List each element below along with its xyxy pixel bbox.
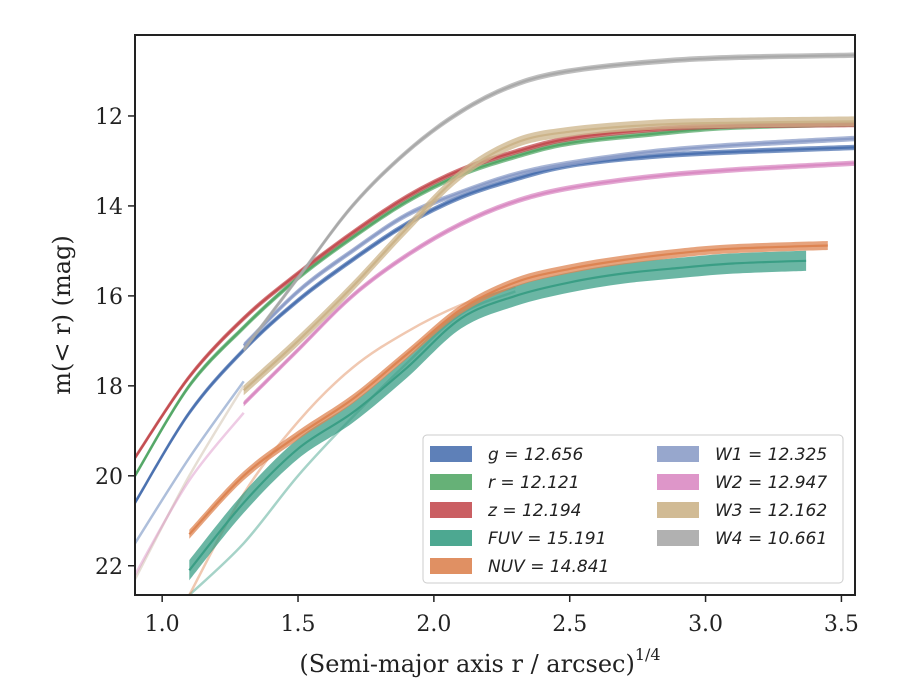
legend-swatch bbox=[657, 446, 699, 462]
legend-item-z: z = 12.194 bbox=[430, 501, 581, 521]
legend-frame bbox=[422, 434, 844, 584]
series-tail-r bbox=[135, 385, 245, 580]
legend-label: W2 = 12.947 bbox=[715, 473, 827, 493]
plot-area bbox=[134, 34, 856, 596]
legend-swatch bbox=[430, 446, 472, 462]
series-w3 bbox=[242, 116, 855, 396]
series-line-fuv bbox=[188, 259, 807, 571]
legend-swatch bbox=[657, 502, 699, 518]
legend-swatch bbox=[430, 558, 472, 574]
series-line-nuv bbox=[188, 244, 828, 536]
legend-swatch bbox=[430, 530, 472, 546]
legend-label: NUV = 14.841 bbox=[488, 557, 609, 577]
y-tick-label: 16 bbox=[95, 285, 123, 310]
y-tick-label: 14 bbox=[95, 195, 123, 220]
x-tick-label: 2.0 bbox=[416, 612, 451, 637]
legend-label: W4 = 10.661 bbox=[715, 529, 827, 549]
y-axis: 12 14 16 18 20 22 bbox=[95, 105, 135, 580]
x-axis-label: (Semi-major axis r / arcsec)1/4 bbox=[299, 645, 660, 678]
legend-label: W1 = 12.325 bbox=[715, 445, 827, 465]
legend-swatch bbox=[657, 474, 699, 490]
series-w1 bbox=[242, 135, 855, 349]
legend-swatch bbox=[430, 474, 472, 490]
x-tick-label: 1.0 bbox=[145, 612, 180, 637]
series-tail-g bbox=[135, 380, 245, 544]
legend-item-g: g = 12.656 bbox=[430, 445, 584, 465]
series-r bbox=[135, 121, 855, 479]
legend-label: z = 12.194 bbox=[487, 501, 581, 521]
series-line-w1 bbox=[242, 137, 855, 347]
x-axis: 1.0 1.5 2.0 2.5 3.0 3.5 bbox=[145, 595, 859, 637]
plot-frame bbox=[134, 34, 856, 596]
series-line-w3 bbox=[242, 120, 855, 392]
y-axis-label: m(< r) (mag) bbox=[48, 235, 76, 394]
legend-item-fuv: FUV = 15.191 bbox=[430, 529, 606, 549]
series-fuv bbox=[188, 250, 807, 581]
legend-item-w4: W4 = 10.661 bbox=[657, 529, 827, 549]
legend-label: g = 12.656 bbox=[488, 445, 584, 465]
series-tail-w2 bbox=[135, 412, 245, 576]
series-layer bbox=[135, 52, 855, 595]
series-w4 bbox=[242, 52, 855, 353]
x-tick-label: 2.5 bbox=[552, 612, 587, 637]
series-nuv bbox=[188, 241, 828, 539]
legend-item-w1: W1 = 12.325 bbox=[657, 445, 827, 465]
legend-label: r = 12.121 bbox=[488, 473, 580, 493]
series-line-w4 bbox=[242, 54, 855, 351]
legend-item-nuv: NUV = 14.841 bbox=[430, 557, 609, 577]
legend-label: W3 = 12.162 bbox=[715, 501, 827, 521]
legend-swatch bbox=[657, 530, 699, 546]
x-axis-label-superscript: 1/4 bbox=[635, 645, 661, 664]
x-tick-label: 3.0 bbox=[688, 612, 723, 637]
x-tick-label: 3.5 bbox=[824, 612, 859, 637]
legend-label: FUV = 15.191 bbox=[488, 529, 606, 549]
series-line-w2 bbox=[242, 162, 855, 405]
series-line-g bbox=[135, 146, 855, 504]
x-tick-label: 1.5 bbox=[281, 612, 316, 637]
y-tick-label: 20 bbox=[95, 465, 123, 490]
y-tick-label: 22 bbox=[95, 555, 123, 580]
series-w2 bbox=[242, 160, 855, 407]
legend-swatch bbox=[430, 502, 472, 518]
legend-items: g = 12.656 r = 12.121 z = 12.194 FUV = 15.1… bbox=[430, 445, 827, 577]
series-g bbox=[135, 144, 855, 506]
y-tick-label: 18 bbox=[95, 375, 123, 400]
series-line-r bbox=[135, 123, 855, 477]
y-tick-label: 12 bbox=[95, 105, 123, 130]
legend-item-w3: W3 = 12.162 bbox=[657, 501, 827, 521]
legend-item-w2: W2 = 12.947 bbox=[657, 473, 827, 493]
legend-item-r: r = 12.121 bbox=[430, 473, 580, 493]
legend: g = 12.656 r = 12.121 z = 12.194 FUV = 15.1… bbox=[422, 434, 844, 584]
